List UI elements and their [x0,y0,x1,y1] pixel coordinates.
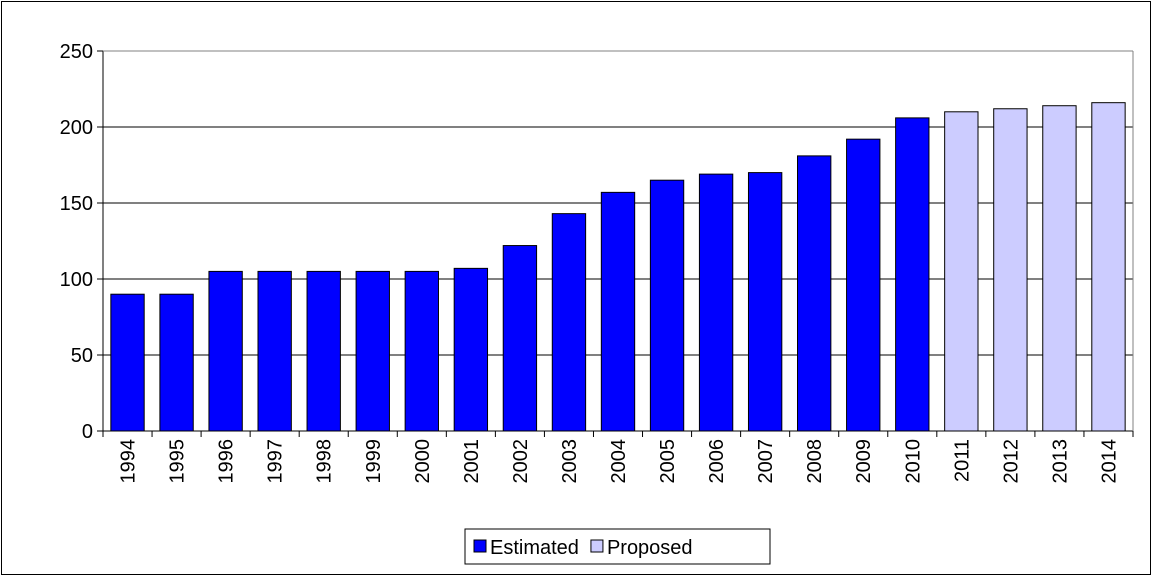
x-tick-label-2012: 2012 [1000,439,1022,484]
x-tick-label-2002: 2002 [510,439,532,484]
bar-1998 [306,270,341,432]
bar-2007 [747,172,783,432]
legend-box [464,528,771,565]
y-tick-label-150: 150 [60,193,93,215]
legend-label-proposed: Proposed [607,537,693,559]
y-tick-label-100: 100 [60,269,93,291]
bar-1995 [159,293,194,432]
x-tick-label-2009: 2009 [853,439,875,484]
x-tick-label-2013: 2013 [1049,439,1071,484]
bar-2000 [404,270,439,432]
bar-1996 [208,270,243,432]
legend-swatch-estimated [473,539,487,553]
x-tick-label-1996: 1996 [216,439,238,484]
bar-2003 [551,213,587,432]
x-tick-label-2008: 2008 [804,439,826,484]
x-tick-labels: 1994 1995 1996 1997 1998 1999 2000 2001 2002 2003… [102,431,1134,484]
y-tick-label-250: 250 [60,41,93,63]
axes [102,50,1134,432]
legend-label-estimated: Estimated [490,537,579,559]
x-tick-label-1994: 1994 [118,439,140,484]
y-tick-label-0: 0 [82,421,93,443]
bar-2009 [846,138,881,432]
x-tick-label-2010: 2010 [902,439,924,484]
x-tick-label-2005: 2005 [657,439,679,484]
x-tick-label-2001: 2001 [461,439,483,484]
x-tick-label-1999: 1999 [363,439,385,484]
bar-2008 [797,155,832,432]
y-tick-labels: 0 50 100 150 200 250 [60,41,103,443]
bar-2010 [895,117,930,432]
x-tick-label-1998: 1998 [314,439,336,484]
x-tick-label-1995: 1995 [167,439,189,484]
bar-2002 [502,245,538,432]
y-tick-label-200: 200 [60,117,93,139]
bar-1994 [110,293,145,432]
y-tick-label-50: 50 [71,345,93,367]
bar-2001 [453,267,489,432]
bar-1999 [355,270,390,432]
x-tick-label-2007: 2007 [755,439,777,484]
bar-2012 [993,108,1028,432]
x-tick-label-2011: 2011 [951,439,973,482]
x-tick-label-2000: 2000 [412,439,434,484]
x-tick-label-2003: 2003 [559,439,581,484]
x-tick-label-2006: 2006 [706,439,728,484]
x-tick-label-1997: 1997 [265,439,287,484]
x-tick-label-2004: 2004 [608,439,630,484]
bar-1997 [257,270,292,432]
bar-2014 [1091,102,1126,432]
bar-2005 [649,179,685,432]
bar-2011 [944,111,979,432]
legend-swatch-proposed [590,539,604,553]
x-tick-label-2014: 2014 [1098,439,1120,484]
bars [110,102,1126,432]
bar-2004 [600,191,636,432]
bar-2013 [1042,105,1077,432]
legend: Estimated Proposed [464,528,771,565]
bar-2006 [698,173,734,432]
